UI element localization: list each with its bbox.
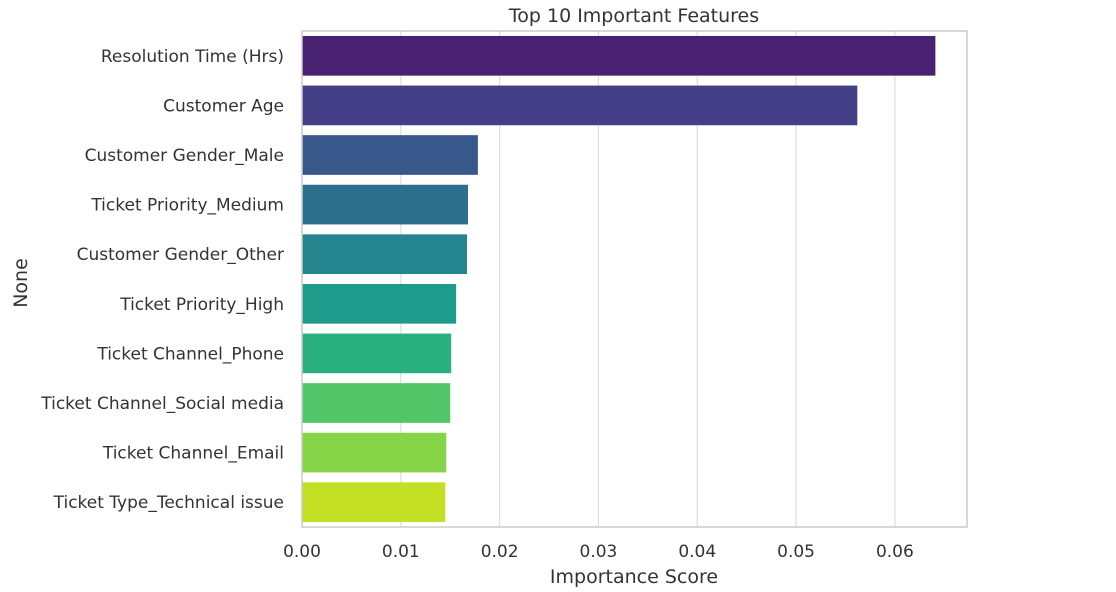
bars bbox=[302, 35, 936, 523]
x-tick-label-6: 0.06 bbox=[876, 542, 914, 562]
y-tick-label-1: Customer Age bbox=[163, 96, 284, 116]
x-tick-label-4: 0.04 bbox=[678, 542, 716, 562]
y-tick-label-3: Ticket Priority_Medium bbox=[90, 196, 284, 216]
bar-8 bbox=[302, 432, 447, 473]
y-axis-label: None bbox=[10, 258, 32, 308]
y-tick-label-8: Ticket Channel_Email bbox=[102, 444, 284, 464]
y-tick-label-0: Resolution Time (Hrs) bbox=[101, 47, 284, 67]
x-tick-label-3: 0.03 bbox=[580, 542, 618, 562]
y-tick-label-9: Ticket Type_Technical issue bbox=[53, 493, 284, 513]
y-tick-label-7: Ticket Channel_Social media bbox=[40, 394, 284, 414]
bar-6 bbox=[302, 333, 452, 374]
y-tick-label-4: Customer Gender_Other bbox=[77, 245, 284, 265]
x-tick-label-5: 0.05 bbox=[777, 542, 815, 562]
bar-0 bbox=[302, 35, 936, 76]
bar-9 bbox=[302, 482, 446, 523]
y-tick-labels: Resolution Time (Hrs) Customer Age Custome… bbox=[40, 47, 284, 513]
y-tick-label-2: Customer Gender_Male bbox=[85, 146, 284, 166]
bar-1 bbox=[302, 85, 858, 126]
x-tick-label-0: 0.00 bbox=[283, 542, 321, 562]
bar-3 bbox=[302, 184, 469, 225]
x-tick-label-2: 0.02 bbox=[481, 542, 519, 562]
x-tick-labels: 0.00 0.01 0.02 0.03 0.04 0.05 0.06 bbox=[283, 542, 914, 562]
x-axis-label: Importance Score bbox=[550, 566, 718, 588]
bar-5 bbox=[302, 283, 457, 324]
bar-2 bbox=[302, 135, 478, 175]
plot-frame bbox=[301, 30, 968, 528]
bar-4 bbox=[302, 234, 468, 275]
x-tick-label-1: 0.01 bbox=[382, 542, 420, 562]
chart-title: Top 10 Important Features bbox=[508, 5, 759, 27]
y-tick-label-5: Ticket Priority_High bbox=[119, 295, 284, 315]
y-tick-label-6: Ticket Channel_Phone bbox=[96, 344, 284, 364]
bar-7 bbox=[302, 383, 451, 423]
